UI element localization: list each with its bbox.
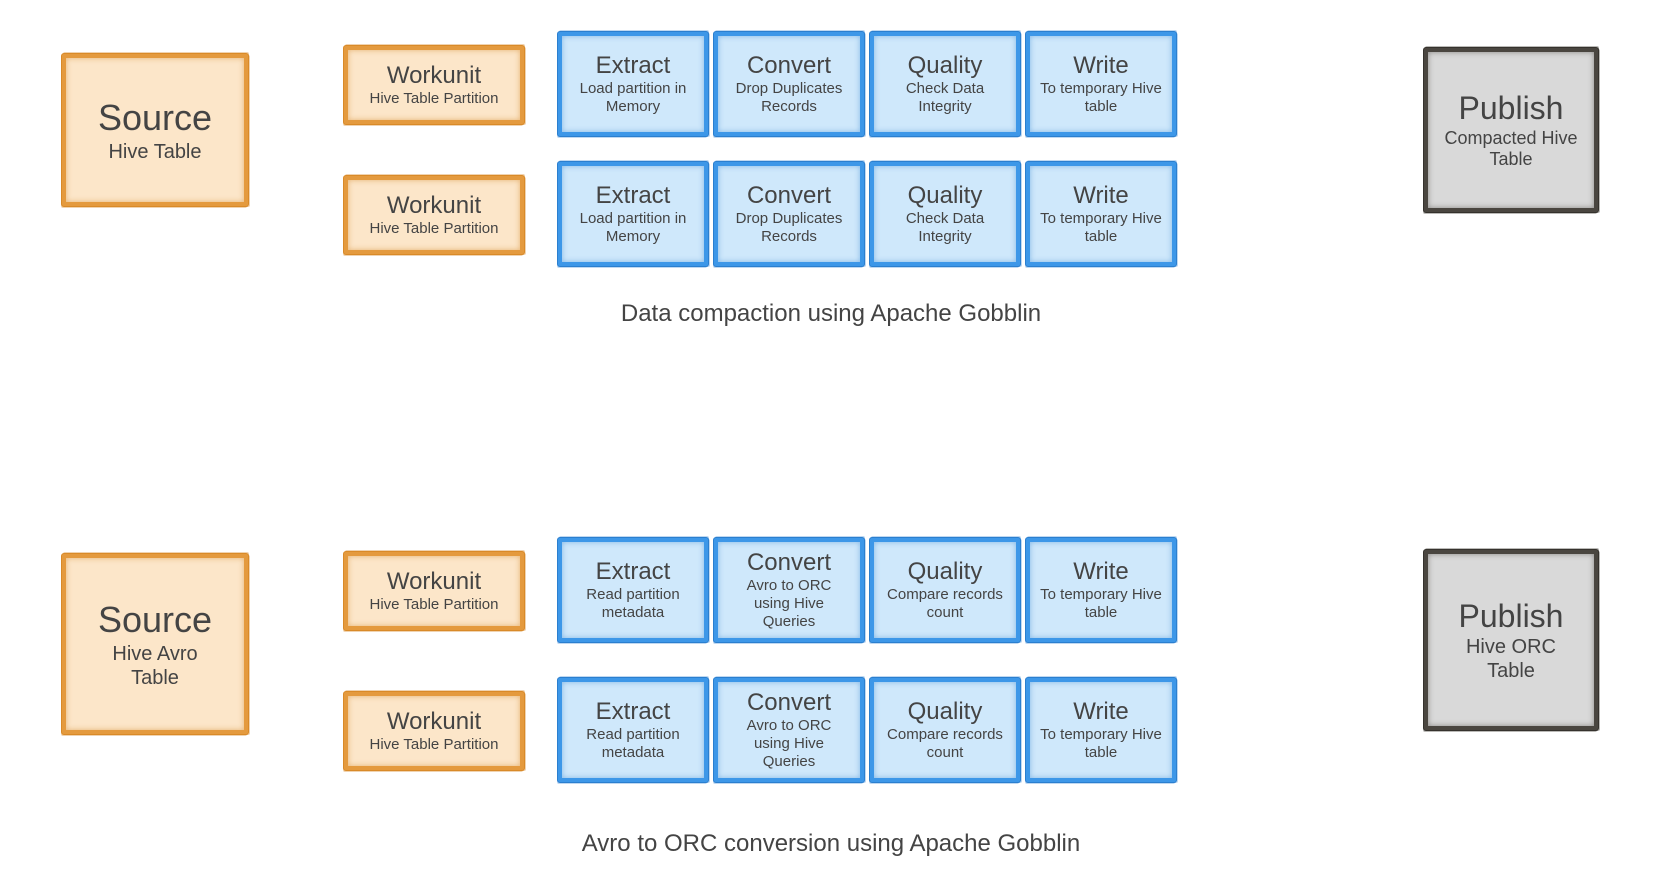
- step-write: Write To temporary Hive table: [1026, 32, 1176, 136]
- workunit-box: Workunit Hive Table Partition: [344, 46, 524, 124]
- step-extract: Extract Load partition in Memory: [558, 32, 708, 136]
- publish-box: Publish Compacted Hive Table: [1424, 48, 1598, 212]
- step-convert: Convert Drop Duplicates Records: [714, 32, 864, 136]
- workunit-box: Workunit Hive Table Partition: [344, 176, 524, 254]
- source-title: Source: [98, 96, 212, 139]
- workunit-title: Workunit: [387, 62, 481, 91]
- workunit-box: Workunit Hive Table Partition: [344, 692, 524, 770]
- step-convert: Convert Avro to ORC using Hive Queries: [714, 538, 864, 642]
- step-write: Write To temporary Hive table: [1026, 162, 1176, 266]
- diagram-caption: Avro to ORC conversion using Apache Gobb…: [0, 830, 1662, 858]
- step-write: Write To temporary Hive table: [1026, 678, 1176, 782]
- workunit-box: Workunit Hive Table Partition: [344, 552, 524, 630]
- source-box: Source Hive Table: [62, 54, 248, 206]
- publish-box: Publish Hive ORC Table: [1424, 550, 1598, 730]
- step-convert: Convert Avro to ORC using Hive Queries: [714, 678, 864, 782]
- workunit-sub: Hive Table Partition: [370, 90, 499, 108]
- step-extract: Extract Read partition metadata: [558, 538, 708, 642]
- diagram-caption: Data compaction using Apache Gobblin: [0, 300, 1662, 328]
- step-extract: Extract Read partition metadata: [558, 678, 708, 782]
- step-write: Write To temporary Hive table: [1026, 538, 1176, 642]
- source-box: Source Hive Avro Table: [62, 554, 248, 734]
- step-extract: Extract Load partition in Memory: [558, 162, 708, 266]
- source-sub: Hive Table: [108, 140, 201, 164]
- step-convert: Convert Drop Duplicates Records: [714, 162, 864, 266]
- step-quality: Quality Check Data Integrity: [870, 162, 1020, 266]
- step-quality: Quality Check Data Integrity: [870, 32, 1020, 136]
- step-quality: Quality Compare records count: [870, 538, 1020, 642]
- step-quality: Quality Compare records count: [870, 678, 1020, 782]
